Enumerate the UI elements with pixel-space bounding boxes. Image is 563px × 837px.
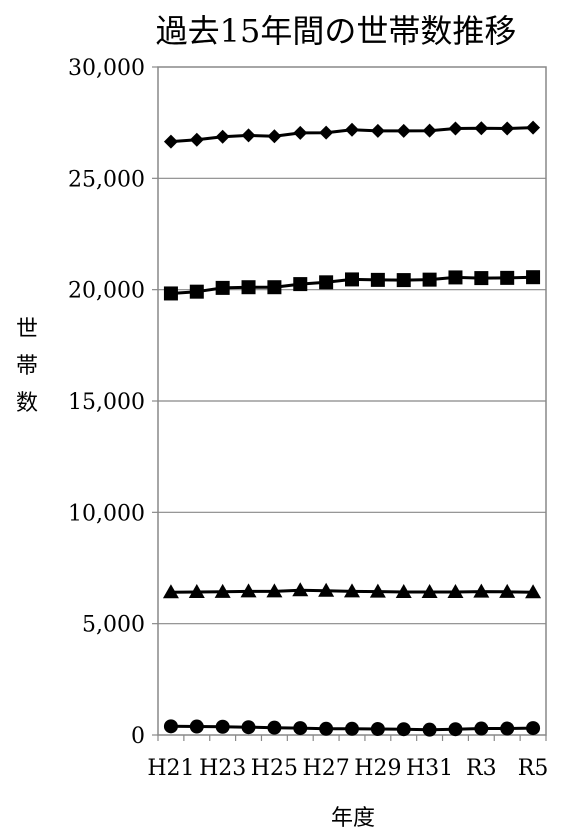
data-point-diamond	[500, 121, 515, 136]
data-point-diamond	[474, 121, 489, 136]
data-point-diamond	[293, 125, 308, 140]
data-point-circle	[293, 721, 308, 736]
data-point-diamond	[189, 132, 204, 147]
data-point-circle	[241, 720, 256, 735]
data-point-diamond	[267, 129, 282, 144]
data-point-triangle	[395, 584, 412, 599]
data-point-diamond	[526, 120, 541, 135]
x-axis-ticks: H21 H23 H25 H27 H29 H31 R3 R5	[147, 735, 548, 781]
x-tick-label: H25	[251, 756, 298, 781]
data-point-circle	[267, 720, 282, 735]
data-point-square	[293, 277, 308, 292]
y-axis-title-char: 数	[16, 391, 38, 416]
data-point-circle	[189, 719, 204, 734]
series-triangle	[162, 582, 542, 599]
data-point-square	[189, 284, 204, 299]
y-tick-label: 25,000	[68, 167, 145, 192]
data-point-square	[422, 272, 437, 287]
data-point-diamond	[345, 122, 359, 137]
data-point-circle	[448, 722, 463, 737]
y-tick-label: 10,000	[68, 501, 145, 526]
data-point-square	[370, 272, 385, 287]
data-point-triangle	[525, 584, 542, 599]
data-point-square	[215, 280, 230, 295]
data-point-triangle	[447, 584, 464, 599]
data-point-square	[319, 275, 334, 290]
data-point-diamond	[319, 125, 334, 140]
data-point-circle	[396, 722, 411, 737]
y-axis-title-char: 世	[16, 317, 38, 342]
data-point-diamond	[241, 128, 256, 143]
data-point-circle	[163, 719, 178, 734]
series-square	[163, 270, 541, 301]
data-point-triangle	[473, 583, 490, 598]
x-tick-label: R5	[518, 756, 549, 781]
data-point-square	[448, 270, 463, 285]
data-point-circle	[474, 721, 489, 736]
data-point-triangle	[162, 584, 179, 599]
data-point-triangle	[292, 582, 309, 597]
y-tick-label: 15,000	[68, 390, 145, 415]
data-point-triangle	[421, 584, 438, 599]
data-point-circle	[422, 722, 437, 737]
data-point-diamond	[215, 129, 230, 144]
data-point-square	[526, 270, 541, 285]
data-point-diamond	[370, 123, 385, 138]
y-axis-title: 世帯数	[16, 317, 38, 416]
data-point-square	[241, 280, 256, 295]
y-axis-ticks: 0 5,000 10,000 15,000 20,000 25,000 30,000	[68, 56, 158, 749]
data-point-square	[267, 280, 282, 295]
x-tick-label: H27	[303, 756, 350, 781]
data-point-square	[163, 286, 178, 301]
chart-title: 過去15年間の世帯数推移	[156, 12, 517, 50]
data-point-square	[500, 270, 515, 285]
x-tick-label: H23	[199, 756, 246, 781]
data-point-diamond	[422, 123, 437, 138]
data-point-triangle	[266, 583, 283, 598]
data-point-diamond	[163, 134, 178, 149]
series-group	[162, 120, 542, 737]
gridlines	[158, 177, 546, 625]
data-point-triangle	[344, 583, 360, 598]
series-circle	[163, 719, 541, 737]
y-axis-title-char: 帯	[16, 354, 38, 379]
y-tick-label: 5,000	[82, 613, 145, 638]
data-point-square	[345, 272, 359, 287]
data-point-circle	[345, 721, 359, 736]
data-point-triangle	[240, 583, 257, 598]
data-point-circle	[319, 721, 334, 736]
x-tick-label: R3	[466, 756, 497, 781]
data-point-square	[396, 273, 411, 288]
data-point-circle	[526, 721, 541, 736]
y-tick-label: 0	[131, 724, 145, 749]
data-point-diamond	[396, 123, 411, 138]
data-point-triangle	[188, 584, 205, 599]
data-point-circle	[370, 721, 385, 736]
data-point-triangle	[369, 583, 386, 598]
x-axis-title: 年度	[331, 806, 375, 831]
data-point-triangle	[499, 583, 516, 598]
x-tick-label: H21	[147, 756, 194, 781]
data-point-circle	[215, 719, 230, 734]
data-point-square	[474, 271, 489, 286]
y-tick-label: 20,000	[68, 279, 145, 304]
series-diamond	[163, 120, 541, 149]
data-point-triangle	[318, 582, 335, 597]
y-tick-label: 30,000	[68, 56, 145, 81]
x-tick-label: H31	[406, 756, 453, 781]
x-tick-label: H29	[354, 756, 401, 781]
data-point-circle	[500, 721, 515, 736]
data-point-diamond	[448, 121, 463, 136]
data-point-triangle	[214, 583, 231, 598]
